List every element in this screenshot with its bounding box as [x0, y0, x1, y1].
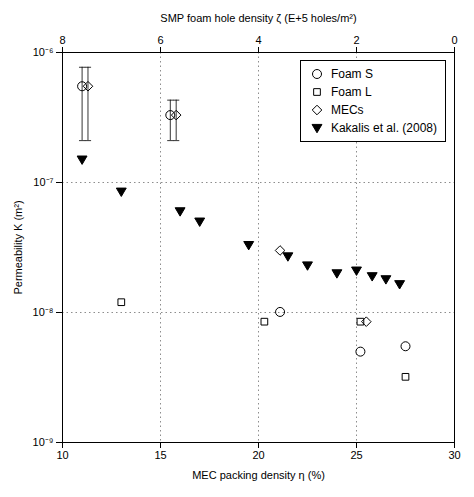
svg-text:15: 15 [154, 449, 166, 461]
html-text:Foam S: Foam S [330, 67, 373, 81]
svg-text:0: 0 [451, 34, 457, 46]
svg-text:4: 4 [255, 34, 261, 46]
svg-text:10⁻⁸: 10⁻⁸ [33, 306, 54, 318]
html-text:Foam L: Foam L [330, 85, 372, 99]
svg-text:20: 20 [252, 449, 264, 461]
svg-text:10⁻⁶: 10⁻⁶ [33, 46, 54, 58]
svg-text:Permeability K (m²): Permeability K (m²) [12, 200, 24, 294]
svg-text:2: 2 [353, 34, 359, 46]
svg-text:10: 10 [56, 449, 68, 461]
html-text:Kakalis et al. (2008): Kakalis et al. (2008) [330, 121, 437, 135]
svg-text:8: 8 [59, 34, 65, 46]
svg-text:SMP foam hole density ζ (E+5 h: SMP foam hole density ζ (E+5 holes/m²) [160, 12, 356, 24]
svg-text:25: 25 [350, 449, 362, 461]
svg-text:10⁻⁹: 10⁻⁹ [33, 436, 54, 448]
svg-text:MEC packing density η (%): MEC packing density η (%) [192, 469, 325, 481]
svg-text:30: 30 [448, 449, 460, 461]
svg-text:6: 6 [157, 34, 163, 46]
html-text:MECs: MECs [330, 103, 364, 117]
svg-text:10⁻⁷: 10⁻⁷ [33, 176, 53, 188]
